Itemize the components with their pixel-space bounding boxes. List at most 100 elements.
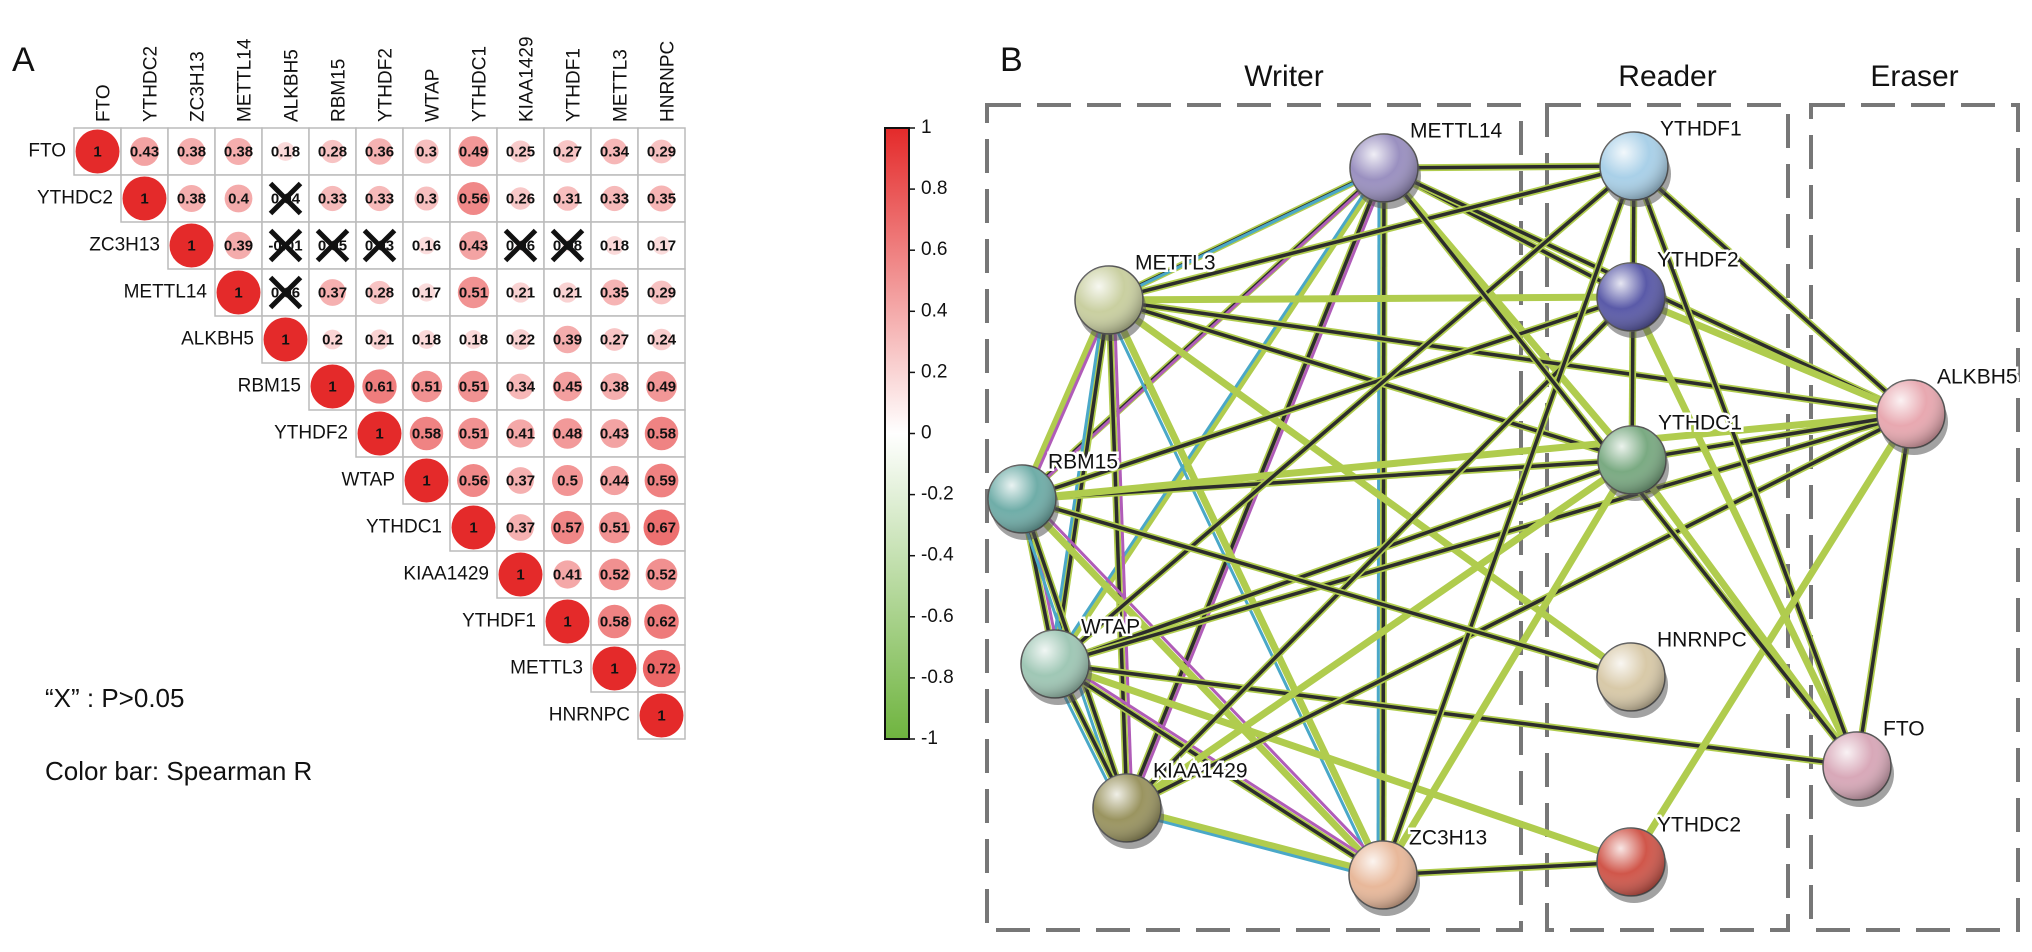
corr-label: 1: [516, 566, 524, 583]
insignificant-cross: [503, 228, 538, 263]
corr-label: 0.38: [600, 378, 629, 395]
corr-label: 0.18: [412, 331, 441, 348]
edge-core: [1125, 295, 1633, 810]
node-shine: [1093, 774, 1161, 842]
node-label: HNRNPC: [1657, 629, 1747, 652]
edge: [1627, 295, 1861, 768]
column-label: ZC3H13: [188, 51, 209, 122]
edge-extra: [1112, 296, 1134, 806]
cell: [355, 174, 404, 223]
corr-label: 1: [657, 707, 665, 724]
corr-label: 0.2: [322, 331, 343, 348]
corr-label: 1: [563, 613, 571, 630]
corr-circle: [366, 138, 393, 165]
corr-label: 1: [187, 237, 195, 254]
corr-label: 0.22: [506, 331, 535, 348]
corr-circle: [510, 329, 531, 350]
edge-core: [1054, 412, 1912, 666]
corr-label: 0.18: [459, 331, 488, 348]
corr-label: 0.39: [553, 331, 582, 348]
node-label: WTAP: [1081, 616, 1140, 639]
row-label: YTHDF1: [462, 611, 536, 632]
row-label: WTAP: [342, 470, 395, 491]
edges: [1015, 162, 1915, 880]
edge: [1106, 297, 1634, 680]
edge-core: [1631, 412, 1912, 462]
cell: [214, 221, 263, 270]
edge-core: [1054, 662, 1384, 877]
corr-circle: [459, 231, 488, 260]
node-shine: [1021, 630, 1089, 698]
corr-circle: [644, 604, 679, 639]
corr-circle: [598, 558, 631, 591]
column-label: YTHDC2: [141, 46, 162, 122]
corr-label: 0.21: [553, 284, 582, 301]
corr-circle: [553, 560, 582, 589]
corr-label: 0.29: [647, 143, 676, 160]
corr-label: 0.29: [647, 284, 676, 301]
cell: [496, 362, 545, 411]
corr-circle: [369, 329, 390, 350]
colorbar-tick-label: -0.6: [921, 606, 954, 627]
corr-label: 0.33: [600, 190, 629, 207]
edge: [1108, 293, 1632, 304]
corr-circle: [464, 330, 483, 349]
corr-circle: [510, 282, 531, 303]
corr-circle: [414, 186, 439, 211]
corr-label: 0.49: [459, 143, 488, 160]
edge: [1379, 458, 1636, 877]
corr-circle: [75, 129, 120, 174]
corr-label: 0.27: [553, 143, 582, 160]
edge: [1628, 412, 1914, 864]
node-shine: [1600, 132, 1668, 200]
corr-circle: [310, 364, 355, 409]
corr-label: 0.67: [647, 519, 676, 536]
corr-circle: [601, 138, 628, 165]
corr-circle: [322, 329, 343, 350]
corr-label: 0.37: [506, 519, 535, 536]
colorbar-tick-label: 0: [921, 423, 932, 444]
insignificant-cross: [315, 228, 350, 263]
row-label: HNRNPC: [549, 705, 630, 726]
column-label: HNRNPC: [658, 41, 679, 122]
colorbar-tick-label: 0.6: [921, 239, 947, 260]
corr-label: 1: [328, 378, 336, 395]
corr-circle: [498, 552, 543, 597]
corr-circle: [362, 369, 397, 404]
row-label: YTHDC1: [366, 517, 442, 538]
colorbar-tick-label: -0.8: [921, 667, 954, 688]
edge-core: [1381, 165, 1636, 876]
corr-label: 0.33: [365, 190, 394, 207]
row-label: ZC3H13: [89, 235, 160, 256]
edge-core: [1381, 167, 1386, 876]
corr-label: 0.59: [647, 472, 676, 489]
corr-label: 1: [234, 284, 242, 301]
corr-label: 0.57: [553, 519, 582, 536]
node-label: KIAA1429: [1153, 760, 1248, 783]
corr-label: 0.39: [224, 237, 253, 254]
corr-circle: [417, 330, 436, 349]
group-label: Eraser: [1870, 60, 1958, 93]
corr-label: 0.61: [365, 378, 394, 395]
node-shine: [1597, 263, 1665, 331]
edge-extra: [1121, 809, 1379, 880]
corr-label: 1: [140, 190, 148, 207]
corr-label: 0.45: [553, 378, 582, 395]
corr-label: 0.72: [647, 660, 676, 677]
corr-circle: [646, 371, 677, 402]
corr-circle: [367, 280, 392, 305]
edge-extra: [1103, 169, 1380, 305]
corr-label: 0.51: [459, 284, 488, 301]
row-label: FTO: [28, 141, 66, 162]
corr-circle: [598, 511, 631, 544]
edge-core: [1383, 164, 1635, 170]
edge-core: [1054, 662, 1858, 768]
corr-circle: [507, 514, 534, 541]
insignificant-cross: [268, 181, 303, 216]
edge: [1019, 496, 1386, 878]
corr-circle: [550, 510, 585, 545]
cell: [496, 221, 545, 270]
corr-label: 0.58: [647, 425, 676, 442]
corr-circle: [555, 186, 580, 211]
corr-circle: [545, 599, 590, 644]
